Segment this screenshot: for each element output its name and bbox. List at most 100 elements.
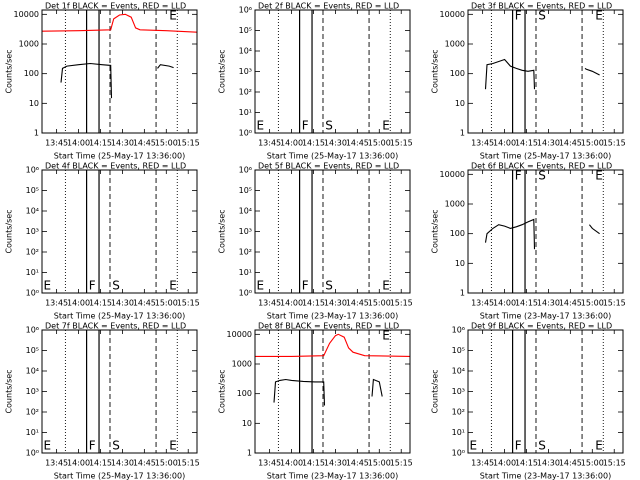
event-label: F [302,279,309,293]
x-tick-label: 14:45 [559,299,582,308]
y-tick-label: 10⁴ [239,207,252,216]
x-axis-label: Start Time (23-May-17 13:36:00) [480,312,611,321]
y-tick-label: 10⁶ [26,326,39,335]
plot-frame [254,169,411,294]
panel-title: Det 6f BLACK = Events, RED = LLD [471,162,612,171]
x-tick-label: 14:00 [67,459,90,468]
x-tick-label: 15:00 [581,459,604,468]
y-tick-label: 10⁵ [26,346,39,355]
x-axis-label: Start Time (23-May-17 13:36:00) [480,472,611,480]
event-label: E [43,279,51,293]
y-tick-label: 10⁴ [26,367,39,376]
y-tick-label: 100 [450,69,465,78]
event-label: E [595,439,603,453]
x-tick-label: 14:45 [346,139,369,148]
event-label: F [515,9,522,23]
x-tick-label: 14:00 [67,299,90,308]
y-tick-label: 10000 [14,10,39,19]
x-tick-label: 15:00 [155,459,178,468]
y-tick-label: 1 [247,449,252,458]
y-tick-label: 1 [460,129,465,138]
event-label: S [538,439,546,453]
event-label: E [382,279,390,293]
x-tick-label: 14:15 [89,299,112,308]
x-tick-label: 13:45 [258,459,281,468]
y-tick-label: 1000 [445,200,465,209]
event-label: S [538,169,546,183]
x-axis-label: Start Time (23-May-17 13:36:00) [267,312,398,321]
plot-frame [254,329,411,454]
y-tick-label: 10⁵ [26,186,39,195]
y-tick-label: 10² [239,248,252,257]
series-line [484,58,600,90]
x-tick-label: 14:45 [346,459,369,468]
y-axis-label: Counts/sec [218,369,227,413]
x-tick-label: 14:45 [133,299,156,308]
x-tick-label: 14:45 [133,139,156,148]
event-label: E [469,439,477,453]
event-label: S [538,9,546,23]
x-tick-label: 14:45 [559,139,582,148]
series-line [60,62,174,99]
event-label: E [43,439,51,453]
y-axis-label: Counts/sec [431,369,440,413]
y-axis-label: Counts/sec [5,49,14,93]
event-label: F [515,169,522,183]
y-tick-label: 10¹ [26,268,39,277]
plot-frame [254,9,411,134]
y-tick-label: 100 [450,229,465,238]
x-tick-label: 14:15 [515,139,538,148]
y-tick-label: 100 [24,69,39,78]
event-label: E [382,119,390,133]
x-tick-label: 14:15 [89,459,112,468]
x-tick-label: 15:15 [177,139,200,148]
panel-title: Det 7f BLACK = Events, RED = LLD [45,322,186,331]
x-tick-label: 13:45 [45,459,68,468]
y-tick-label: 1000 [445,40,465,49]
plot-frame [41,9,198,134]
x-tick-label: 15:00 [155,139,178,148]
x-tick-label: 14:00 [67,139,90,148]
y-tick-label: 10⁴ [452,367,465,376]
y-tick-label: 10⁵ [452,346,465,355]
event-label: F [302,119,309,133]
y-tick-label: 10² [452,408,465,417]
x-tick-label: 14:15 [89,139,112,148]
event-label: S [112,279,120,293]
panel-title: Det 9f BLACK = Events, RED = LLD [471,322,612,331]
y-tick-label: 10⁰ [239,129,252,138]
y-tick-label: 10¹ [239,268,252,277]
x-tick-label: 15:15 [603,139,626,148]
y-tick-label: 1000 [232,360,252,369]
series-line [41,13,198,33]
x-tick-label: 14:45 [346,299,369,308]
y-tick-label: 10⁰ [239,289,252,298]
y-tick-label: 10³ [452,387,465,396]
x-tick-label: 14:45 [559,459,582,468]
plot-frame [467,169,624,294]
x-tick-label: 15:15 [177,299,200,308]
x-tick-label: 14:30 [111,299,134,308]
event-label: E [256,279,264,293]
event-label: E [256,119,264,133]
y-tick-label: 10 [29,99,39,108]
y-tick-label: 10³ [239,227,252,236]
x-axis-label: Start Time (23-May-17 13:36:00) [267,472,398,480]
x-tick-label: 14:30 [324,139,347,148]
event-label: F [89,279,96,293]
y-tick-label: 10⁶ [239,166,252,175]
y-tick-label: 10 [455,99,465,108]
x-tick-label: 15:00 [368,139,391,148]
x-tick-label: 14:30 [537,139,560,148]
y-tick-label: 10⁵ [239,186,252,195]
x-tick-label: 14:15 [515,299,538,308]
panel-title: Det 5f BLACK = Events, RED = LLD [258,162,399,171]
y-axis-label: Counts/sec [431,209,440,253]
x-tick-label: 13:45 [471,139,494,148]
x-axis-label: Start Time (25-May-17 13:36:00) [480,152,611,161]
x-tick-label: 14:30 [537,299,560,308]
y-tick-label: 10000 [227,330,252,339]
event-label: S [325,279,333,293]
event-label: S [325,119,333,133]
